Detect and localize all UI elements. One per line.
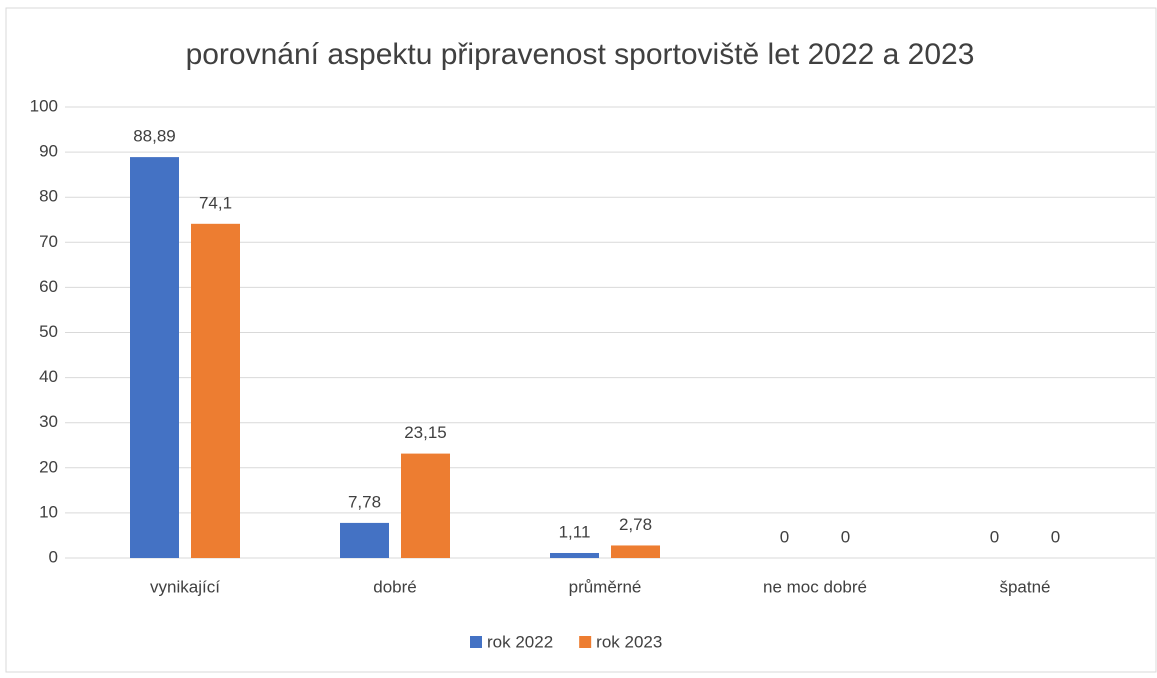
bar bbox=[401, 453, 450, 558]
bar bbox=[550, 552, 599, 558]
legend-label: rok 2023 bbox=[596, 632, 662, 651]
y-tick-label: 20 bbox=[39, 457, 58, 476]
y-tick-label: 40 bbox=[39, 367, 58, 386]
x-tick-label: vynikající bbox=[150, 577, 220, 596]
data-label: 88,89 bbox=[133, 127, 176, 146]
bar bbox=[340, 522, 389, 558]
data-label: 0 bbox=[780, 527, 789, 546]
y-tick-label: 100 bbox=[30, 96, 58, 115]
data-label: 1,11 bbox=[559, 522, 591, 541]
data-label: 2,78 bbox=[619, 515, 652, 534]
data-label: 23,15 bbox=[404, 423, 447, 442]
bar bbox=[191, 223, 240, 558]
x-tick-label: ne moc dobré bbox=[763, 577, 867, 596]
y-tick-label: 80 bbox=[39, 187, 58, 206]
y-tick-label: 60 bbox=[39, 277, 58, 296]
chart-title: porovnání aspektu připravenost sportoviš… bbox=[186, 38, 975, 71]
x-tick-label: špatné bbox=[999, 577, 1050, 596]
legend-swatch bbox=[470, 636, 482, 648]
y-tick-label: 50 bbox=[39, 322, 58, 341]
y-tick-label: 70 bbox=[39, 232, 58, 251]
y-tick-label: 30 bbox=[39, 412, 58, 431]
bar bbox=[130, 157, 179, 559]
y-tick-label: 0 bbox=[49, 547, 58, 566]
x-tick-label: dobré bbox=[373, 577, 416, 596]
y-tick-label: 10 bbox=[39, 502, 58, 521]
legend-swatch bbox=[579, 636, 592, 648]
y-tick-label: 90 bbox=[39, 142, 58, 161]
data-label: 0 bbox=[1051, 527, 1060, 546]
data-label: 7,78 bbox=[348, 492, 381, 511]
data-label: 74,1 bbox=[199, 193, 232, 212]
legend-label: rok 2022 bbox=[487, 632, 553, 651]
data-label: 0 bbox=[841, 527, 850, 546]
bar bbox=[611, 545, 660, 558]
data-label: 0 bbox=[990, 527, 999, 546]
x-tick-label: průměrné bbox=[569, 577, 642, 596]
